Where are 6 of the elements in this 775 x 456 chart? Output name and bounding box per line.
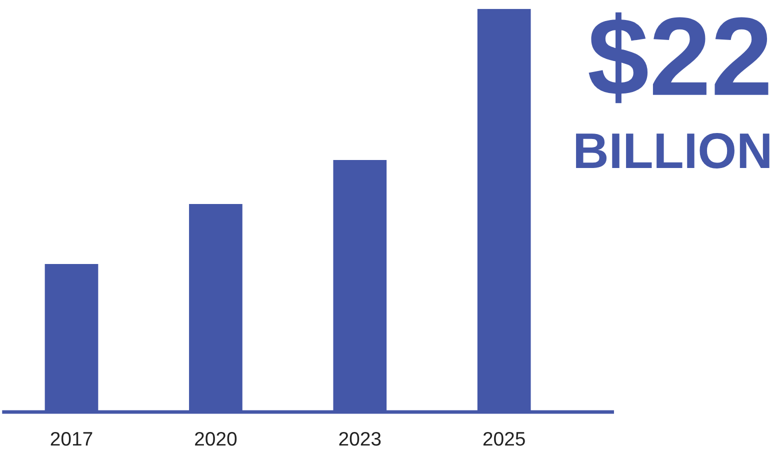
x-tick-label: 2020 xyxy=(195,432,237,446)
annotation: BILLION xyxy=(576,133,770,168)
x-tick-label: 2023 xyxy=(339,432,381,446)
x-tick-label: 2017 xyxy=(50,432,92,446)
x-tick-label: 2025 xyxy=(483,432,525,446)
annotation: $22 xyxy=(588,12,768,104)
